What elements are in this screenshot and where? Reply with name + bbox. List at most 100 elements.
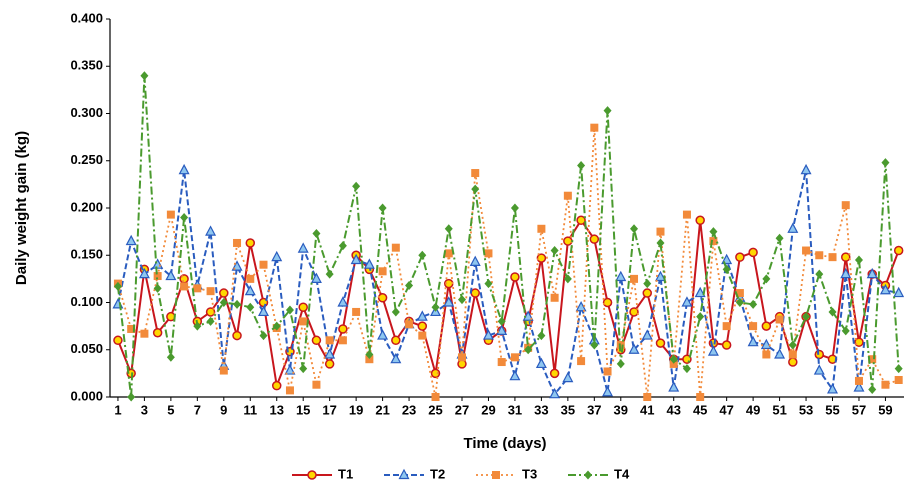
x-tick-label: 19	[349, 402, 363, 417]
marker	[630, 274, 639, 283]
marker	[616, 359, 625, 369]
legend-marker	[307, 470, 317, 480]
marker	[416, 310, 428, 321]
marker	[762, 350, 771, 359]
marker	[615, 270, 627, 282]
marker	[312, 229, 321, 239]
marker	[457, 353, 466, 362]
marker	[285, 305, 294, 315]
marker	[775, 315, 784, 324]
legend-marker	[584, 470, 592, 480]
marker	[577, 160, 586, 170]
marker	[338, 241, 347, 251]
marker	[418, 331, 427, 340]
marker	[894, 375, 903, 384]
y-tick-label: 0.050	[70, 341, 103, 356]
marker	[233, 238, 242, 247]
marker	[722, 264, 731, 274]
marker	[524, 345, 533, 355]
marker	[696, 393, 705, 401]
marker	[484, 249, 493, 258]
marker	[840, 252, 851, 262]
marker	[205, 225, 217, 236]
marker	[894, 364, 903, 374]
marker	[643, 393, 652, 401]
marker	[643, 279, 652, 289]
x-tick-label: 41	[640, 402, 654, 417]
marker	[721, 340, 732, 350]
marker	[246, 302, 255, 312]
x-tick-label: 37	[587, 402, 601, 417]
marker	[140, 329, 149, 338]
marker	[537, 331, 546, 341]
marker	[299, 317, 308, 326]
marker	[563, 274, 572, 284]
marker	[893, 245, 904, 256]
legend-label: T3	[522, 466, 537, 481]
marker	[165, 269, 177, 281]
marker	[840, 267, 852, 279]
marker	[562, 371, 574, 383]
marker	[668, 381, 680, 392]
marker	[378, 267, 387, 276]
marker	[535, 357, 547, 369]
marker	[748, 247, 758, 258]
legend-marker	[398, 468, 410, 480]
marker	[338, 336, 347, 345]
marker	[827, 383, 839, 394]
marker	[694, 286, 706, 298]
marker	[602, 385, 614, 397]
marker	[828, 253, 837, 262]
x-tick-label: 47	[719, 402, 733, 417]
marker	[853, 381, 865, 392]
marker	[747, 335, 759, 347]
y-tick-label: 0.150	[70, 247, 103, 262]
marker	[180, 282, 189, 291]
marker	[352, 307, 361, 316]
marker	[337, 296, 349, 307]
marker	[430, 368, 441, 379]
marker	[509, 369, 521, 381]
marker	[709, 237, 718, 246]
marker	[510, 203, 519, 213]
marker	[682, 364, 691, 374]
marker	[722, 322, 731, 331]
marker	[365, 349, 374, 359]
marker	[431, 302, 440, 312]
marker	[271, 250, 283, 262]
marker	[482, 329, 494, 340]
x-tick-label: 21	[375, 402, 389, 417]
marker	[405, 320, 414, 329]
marker	[325, 269, 334, 279]
y-tick-label: 0.000	[70, 388, 103, 403]
marker	[299, 364, 308, 374]
marker	[390, 352, 402, 364]
x-tick-label: 39	[614, 402, 628, 417]
marker	[854, 376, 863, 385]
marker	[153, 272, 162, 281]
marker	[550, 246, 559, 256]
marker	[418, 250, 427, 260]
marker	[788, 340, 797, 350]
x-tick-label: 49	[746, 402, 760, 417]
marker	[469, 255, 481, 266]
marker	[470, 288, 480, 298]
marker	[866, 267, 878, 279]
marker	[140, 71, 149, 81]
marker	[707, 345, 719, 356]
x-axis-title: Time (days)	[463, 435, 546, 452]
marker	[311, 335, 322, 346]
x-tick-label: 1	[114, 402, 121, 417]
marker	[628, 343, 640, 354]
y-tick-label: 0.100	[70, 294, 103, 309]
marker	[233, 299, 242, 309]
marker	[813, 364, 825, 375]
marker	[127, 392, 136, 402]
marker	[709, 227, 718, 237]
x-tick-label: 15	[296, 402, 310, 417]
marker	[391, 243, 400, 252]
marker	[788, 350, 797, 359]
marker	[193, 284, 202, 293]
y-tick-label: 0.300	[70, 105, 103, 120]
marker	[259, 260, 268, 269]
